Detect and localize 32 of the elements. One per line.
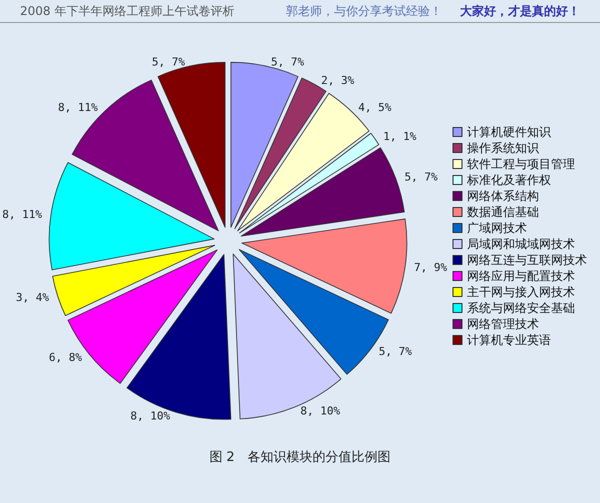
data-label: 1, 1% — [383, 130, 417, 144]
legend-label: 操作系统知识 — [467, 141, 539, 155]
legend-label: 网络体系结构 — [467, 189, 539, 203]
legend-label: 数据通信基础 — [467, 205, 539, 219]
legend-label: 标准化及著作权 — [466, 173, 551, 187]
legend-label: 局域网和城域网技术 — [467, 237, 575, 251]
text: 大家好，才是真的好！ — [460, 3, 580, 20]
legend-label: 广域网技术 — [467, 221, 527, 235]
data-label: 3, 4% — [16, 291, 50, 304]
data-label: 8, 11% — [2, 208, 42, 221]
data-label: 5, 7% — [152, 56, 186, 68]
chart-title: 2008 年下半年网络工程师上午试卷评析 — [20, 3, 234, 20]
data-label: 4, 5% — [358, 101, 392, 114]
legend-label: 计算机硬件知识 — [467, 125, 551, 139]
data-label: 8, 11% — [58, 101, 98, 114]
legend-label: 计算机专业英语 — [467, 333, 551, 347]
data-label: 2, 3% — [321, 74, 355, 88]
legend-label: 网络互连与互联网技术 — [467, 253, 587, 267]
legend-label: 系统与网络安全基础 — [467, 301, 575, 315]
caption: 图 2 各知识模块的分值比例图 — [208, 449, 392, 466]
data-label: 8, 10% — [130, 410, 170, 423]
legend-label: 主干网与接入网技术 — [467, 285, 575, 299]
data-label: 5, 7% — [404, 170, 438, 184]
data-label: 5, 7% — [378, 345, 412, 358]
data-label: 8, 10% — [300, 404, 340, 418]
data-label: 6, 8% — [48, 351, 82, 364]
legend-label: 网络管理技术 — [467, 317, 539, 331]
data-label: 7, 9% — [414, 261, 448, 274]
data-label: 5, 7% — [271, 56, 305, 68]
text: 郭老师，与你分享考试经验！ — [286, 3, 442, 20]
legend-label: 网络应用与配置技术 — [467, 269, 575, 283]
legend-label: 软件工程与项目管理 — [467, 157, 575, 171]
